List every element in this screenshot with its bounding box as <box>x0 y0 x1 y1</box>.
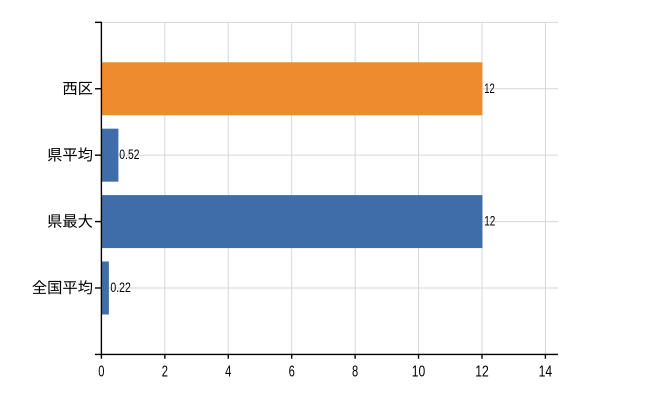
svg-text:0.52: 0.52 <box>119 146 139 162</box>
svg-text:12: 12 <box>475 363 489 380</box>
svg-text:0.22: 0.22 <box>110 279 131 295</box>
svg-text:6: 6 <box>289 363 295 380</box>
svg-text:0: 0 <box>98 363 104 380</box>
svg-text:2: 2 <box>162 363 168 380</box>
svg-text:12: 12 <box>484 80 495 96</box>
svg-text:8: 8 <box>352 363 358 380</box>
svg-text:10: 10 <box>412 363 426 380</box>
svg-text:12: 12 <box>484 212 495 228</box>
svg-text:14: 14 <box>539 363 553 380</box>
svg-text:4: 4 <box>225 363 231 380</box>
